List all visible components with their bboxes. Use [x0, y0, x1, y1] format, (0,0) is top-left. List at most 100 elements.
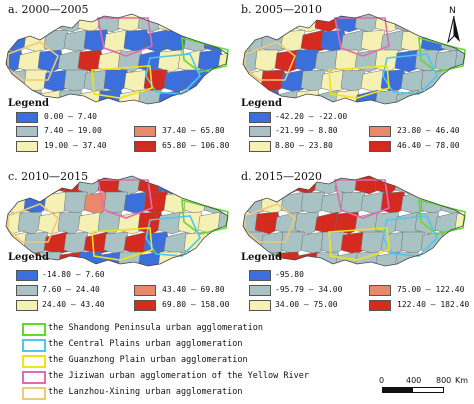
choropleth-map: [5, 175, 229, 267]
agglomeration-boundary: [334, 17, 390, 57]
legend-swatch: [369, 300, 391, 311]
county-region: [17, 176, 45, 195]
agglomeration-boundary: [334, 179, 390, 219]
county-region: [83, 231, 111, 255]
basin-outline: [242, 175, 466, 267]
panel-title: b. 2005—2010: [241, 3, 323, 16]
county-region: [434, 89, 462, 104]
county-region: [374, 251, 402, 266]
legend-label: 75.00 — 122.40: [397, 285, 465, 294]
county-region: [340, 231, 368, 255]
north-arrow: N: [444, 6, 464, 46]
county-region: [217, 14, 228, 33]
north-arrow-icon: [447, 16, 460, 44]
legend-title: Legend: [241, 98, 283, 109]
legend-label: 37.40 — 65.80: [162, 126, 225, 135]
legend-title: Legend: [8, 98, 50, 109]
county-region: [434, 176, 462, 195]
north-label: N: [449, 6, 456, 16]
county-region: [6, 14, 25, 33]
legend-label: 8.80 — 23.80: [275, 141, 333, 150]
county-region: [63, 29, 91, 53]
county-region: [300, 69, 328, 93]
legend-label: -95.80: [275, 270, 304, 279]
county-region: [157, 176, 185, 195]
county-region: [177, 176, 205, 195]
county-region: [460, 231, 465, 255]
county-region: [83, 69, 111, 93]
county-region: [454, 251, 465, 266]
agglomeration-label: the Guanzhong Plain urban agglomeration: [48, 355, 248, 365]
agglomeration-boundary: [328, 65, 390, 99]
scale-bar-segment: [412, 387, 444, 393]
agglomeration-label: the Shandong Peninsula urban agglomerati…: [48, 323, 263, 333]
legend-label: 34.00 — 75.00: [275, 300, 338, 309]
choropleth-map: [5, 13, 229, 105]
county-region: [394, 14, 422, 33]
legend-title: Legend: [8, 252, 50, 263]
legend-label: 7.40 — 19.00: [44, 126, 102, 135]
panel-title: a. 2000—2005: [8, 3, 89, 16]
county-region: [414, 14, 442, 33]
legend-label: 23.80 — 46.40: [397, 126, 460, 135]
county-region: [17, 14, 45, 33]
legend-swatch: [16, 300, 38, 311]
agglomeration-boundary: [97, 17, 153, 57]
choropleth-map: [242, 13, 466, 105]
legend-swatch: [16, 112, 38, 123]
legend-label: 46.40 — 78.00: [397, 141, 460, 150]
agglomeration-boundary: [91, 227, 153, 261]
legend-swatch: [249, 112, 271, 123]
map-panel-c: c. 2010—2015 Legend: [0, 168, 237, 318]
county-region: [57, 211, 85, 235]
legend-swatch: [16, 270, 38, 281]
scale-tick-label: 800: [436, 376, 452, 385]
basin-outline: [242, 13, 466, 105]
legend-label: 69.80 — 158.00: [162, 300, 230, 309]
basin-outline: [5, 175, 229, 267]
county-region: [177, 211, 205, 235]
county-region: [103, 231, 131, 255]
legend-swatch: [134, 126, 156, 137]
county-region: [137, 89, 165, 104]
scale-tick-label: 400: [406, 376, 422, 385]
legend-swatch: [249, 285, 271, 296]
basin-outline: [5, 13, 229, 105]
county-region: [434, 251, 462, 266]
agglomeration-boundary: [382, 53, 438, 95]
county-region: [360, 191, 388, 215]
legend-label: 0.00 — 7.40: [44, 112, 97, 121]
agglomeration-boundary: [97, 179, 153, 219]
county-region: [374, 89, 402, 104]
county-region: [320, 69, 348, 93]
legend-swatch: [249, 141, 271, 152]
agglomeration-label: the Jiziwan urban agglomeration of the Y…: [48, 371, 309, 381]
county-region: [254, 14, 282, 33]
legend-title: Legend: [241, 252, 283, 263]
legend-label: -14.80 — 7.60: [42, 270, 105, 279]
county-region: [217, 176, 228, 195]
county-region: [223, 69, 228, 93]
county-region: [414, 211, 442, 235]
legend-swatch: [16, 285, 38, 296]
county-region: [243, 14, 262, 33]
legend-label: -21.99 — 8.80: [275, 126, 338, 135]
legend-label: -42.20 — -22.00: [275, 112, 348, 121]
scale-bar: 0 400 800 Km: [378, 376, 470, 402]
agglomeration-boundary: [382, 215, 438, 257]
agglomeration-boundary: [328, 227, 390, 261]
legend-swatch: [134, 300, 156, 311]
county-region: [57, 89, 85, 104]
legend-label: 24.40 — 43.40: [42, 300, 105, 309]
county-region: [197, 251, 225, 266]
legend-label: 43.40 — 69.80: [162, 285, 225, 294]
legend-label: -95.79 — 34.00: [275, 285, 343, 294]
county-region: [340, 191, 368, 215]
county-region: [197, 176, 225, 195]
county-region: [177, 14, 205, 33]
county-region: [63, 231, 91, 255]
legend-swatch: [134, 285, 156, 296]
map-panel-a: a. 2000—2005 Legend: [0, 0, 237, 160]
county-region: [254, 176, 282, 195]
map-panel-d: d. 2015—2020 Legend: [237, 168, 474, 318]
